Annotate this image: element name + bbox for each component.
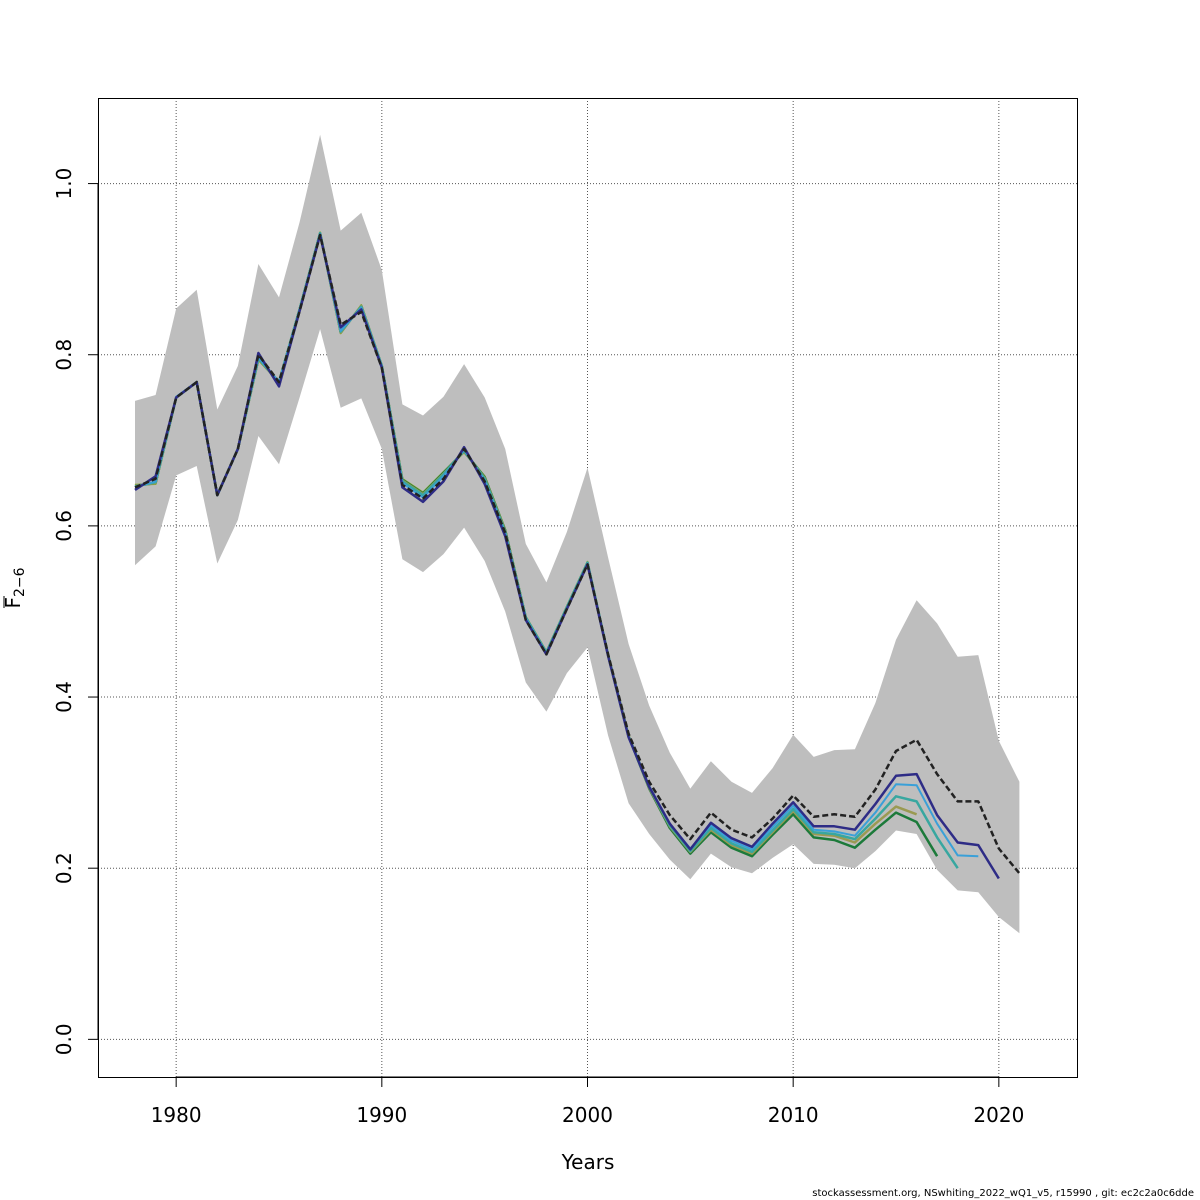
x-axis: 1980 1990 2000 2010 2020: [151, 1076, 1024, 1127]
x-tick-label-2010: 2010: [768, 1103, 819, 1127]
y-tick-label-2: 0.4: [52, 681, 76, 713]
y-axis-title: F2−6: [1, 567, 28, 608]
x-tick-label-2020: 2020: [973, 1103, 1024, 1127]
y-tick-label-1: 0.2: [52, 852, 76, 884]
x-tick-label-2000: 2000: [562, 1103, 613, 1127]
confidence-band: [135, 134, 1020, 934]
series-line-1: [134, 233, 1021, 875]
series-lines: [134, 231, 1021, 880]
x-axis-title: Years: [561, 1150, 615, 1174]
y-axis-title-sub: 2−6: [12, 567, 28, 597]
footer-credit: stockassessment.org, NSwhiting_2022_wQ1_…: [812, 1188, 1194, 1199]
y-tick-label-0: 0.0: [52, 1023, 76, 1055]
x-tick-label-1980: 1980: [151, 1103, 202, 1127]
y-axis-title-main: F: [1, 597, 25, 609]
x-tick-label-1990: 1990: [356, 1103, 407, 1127]
y-tick-label-5: 1.0: [52, 168, 76, 200]
confidence-band-group: [135, 134, 1020, 934]
y-tick-label-3: 0.6: [52, 510, 76, 542]
svg-text:F2−6: F2−6: [1, 567, 28, 608]
y-tick-label-4: 0.8: [52, 339, 76, 371]
y-axis: 0.0 0.2 0.4 0.6 0.8 1.0: [52, 168, 99, 1055]
